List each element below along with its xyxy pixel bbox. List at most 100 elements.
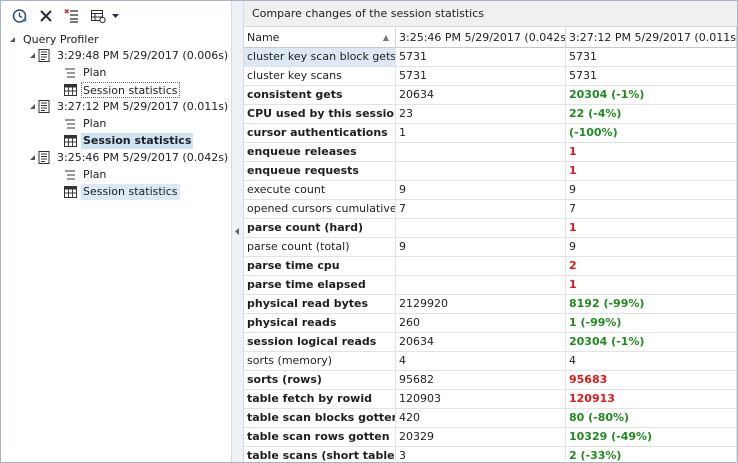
- tree-root-query-profiler[interactable]: Query Profiler: [7, 31, 101, 48]
- column-header-session-a[interactable]: 3:25:46 PM 5/29/2017 (0.042s): [396, 27, 566, 48]
- cell-stat-name[interactable]: opened cursors cumulative: [244, 200, 396, 218]
- table-row[interactable]: table scans (short tables) 3 2 (-33%): [244, 447, 737, 463]
- cell-stat-name[interactable]: enqueue requests: [244, 162, 396, 180]
- cell-session-b-value[interactable]: 2: [566, 257, 737, 275]
- table-row[interactable]: physical read bytes 2129920 8192 (-99%): [244, 295, 737, 314]
- table-row[interactable]: opened cursors cumulative 7 7: [244, 200, 737, 219]
- table-row[interactable]: enqueue requests 1: [244, 162, 737, 181]
- tree-session-1[interactable]: 3:29:48 PM 5/29/2017 (0.006s): [27, 47, 230, 64]
- cell-session-a-value[interactable]: 9: [396, 238, 566, 256]
- table-row[interactable]: parse count (hard) 1: [244, 219, 737, 238]
- cell-session-b-value[interactable]: 95683: [566, 371, 737, 389]
- table-row[interactable]: cluster key scans 5731 5731: [244, 67, 737, 86]
- cell-session-b-value[interactable]: 80 (-80%): [566, 409, 737, 427]
- table-row[interactable]: session logical reads 20634 20304 (-1%): [244, 333, 737, 352]
- cell-stat-name[interactable]: sorts (memory): [244, 352, 396, 370]
- tree-plan-1[interactable]: Plan: [63, 64, 108, 81]
- cell-session-a-value[interactable]: 20634: [396, 86, 566, 104]
- cell-session-a-value[interactable]: 120903: [396, 390, 566, 408]
- cell-session-b-value[interactable]: 20304 (-1%): [566, 333, 737, 351]
- cell-session-a-value[interactable]: 4: [396, 352, 566, 370]
- cell-session-a-value[interactable]: [396, 257, 566, 275]
- cell-stat-name[interactable]: physical reads: [244, 314, 396, 332]
- cell-stat-name[interactable]: table fetch by rowid: [244, 390, 396, 408]
- cell-session-a-value[interactable]: 20329: [396, 428, 566, 446]
- table-row[interactable]: cursor authentications 1 (-100%): [244, 124, 737, 143]
- cell-session-a-value[interactable]: 1: [396, 124, 566, 142]
- collapse-triangle-icon[interactable]: [27, 149, 37, 166]
- table-row[interactable]: CPU used by this session 23 22 (-4%): [244, 105, 737, 124]
- table-row[interactable]: execute count 9 9: [244, 181, 737, 200]
- table-row[interactable]: cluster key scan block gets 5731 5731: [244, 48, 737, 67]
- cell-session-a-value[interactable]: [396, 162, 566, 180]
- cell-stat-name[interactable]: table scan rows gotten: [244, 428, 396, 446]
- cell-session-b-value[interactable]: 22 (-4%): [566, 105, 737, 123]
- cell-session-a-value[interactable]: 420: [396, 409, 566, 427]
- table-settings-icon[interactable]: [88, 6, 108, 26]
- cell-stat-name[interactable]: parse count (total): [244, 238, 396, 256]
- cell-session-a-value[interactable]: 2129920: [396, 295, 566, 313]
- collapse-triangle-icon[interactable]: [27, 47, 37, 64]
- cell-stat-name[interactable]: session logical reads: [244, 333, 396, 351]
- cell-session-b-value[interactable]: 1: [566, 276, 737, 294]
- cell-session-b-value[interactable]: 7: [566, 200, 737, 218]
- tree-session-2[interactable]: 3:27:12 PM 5/29/2017 (0.011s): [27, 98, 230, 115]
- cell-session-a-value[interactable]: 20634: [396, 333, 566, 351]
- chevron-down-icon[interactable]: [110, 6, 120, 26]
- cell-stat-name[interactable]: physical read bytes: [244, 295, 396, 313]
- tree-session-statistics-1[interactable]: Session statistics: [63, 81, 180, 98]
- tree-session-statistics-2[interactable]: Session statistics: [63, 132, 194, 149]
- tree-plan-2[interactable]: Plan: [63, 115, 108, 132]
- cell-stat-name[interactable]: cursor authentications: [244, 124, 396, 142]
- collapse-triangle-icon[interactable]: [27, 98, 37, 115]
- cell-session-a-value[interactable]: 95682: [396, 371, 566, 389]
- close-icon[interactable]: [36, 6, 56, 26]
- cell-session-a-value[interactable]: [396, 143, 566, 161]
- cell-session-a-value[interactable]: 5731: [396, 48, 566, 66]
- refresh-clock-icon[interactable]: [10, 6, 30, 26]
- tree-session-3[interactable]: 3:25:46 PM 5/29/2017 (0.042s): [27, 149, 230, 166]
- cell-session-a-value[interactable]: 3: [396, 447, 566, 463]
- cell-session-a-value[interactable]: 5731: [396, 67, 566, 85]
- table-row[interactable]: sorts (memory) 4 4: [244, 352, 737, 371]
- table-row[interactable]: consistent gets 20634 20304 (-1%): [244, 86, 737, 105]
- cell-session-b-value[interactable]: (-100%): [566, 124, 737, 142]
- cell-stat-name[interactable]: consistent gets: [244, 86, 396, 104]
- cell-stat-name[interactable]: parse count (hard): [244, 219, 396, 237]
- table-row[interactable]: table fetch by rowid 120903 120913: [244, 390, 737, 409]
- cell-session-b-value[interactable]: 5731: [566, 67, 737, 85]
- cell-session-b-value[interactable]: 8192 (-99%): [566, 295, 737, 313]
- cell-stat-name[interactable]: parse time elapsed: [244, 276, 396, 294]
- table-row[interactable]: parse count (total) 9 9: [244, 238, 737, 257]
- cell-stat-name[interactable]: execute count: [244, 181, 396, 199]
- cell-session-b-value[interactable]: 1: [566, 219, 737, 237]
- cell-stat-name[interactable]: CPU used by this session: [244, 105, 396, 123]
- cell-session-a-value[interactable]: 260: [396, 314, 566, 332]
- pane-splitter[interactable]: [231, 1, 244, 462]
- table-row[interactable]: parse time cpu 2: [244, 257, 737, 276]
- table-row[interactable]: sorts (rows) 95682 95683: [244, 371, 737, 390]
- table-row[interactable]: enqueue releases 1: [244, 143, 737, 162]
- table-row[interactable]: table scan rows gotten 20329 10329 (-49%): [244, 428, 737, 447]
- table-row[interactable]: table scan blocks gotten 420 80 (-80%): [244, 409, 737, 428]
- cell-stat-name[interactable]: cluster key scans: [244, 67, 396, 85]
- table-row[interactable]: parse time elapsed 1: [244, 276, 737, 295]
- tree-session-statistics-3[interactable]: Session statistics: [63, 183, 180, 200]
- cell-session-a-value[interactable]: 23: [396, 105, 566, 123]
- table-row[interactable]: physical reads 260 1 (-99%): [244, 314, 737, 333]
- cell-session-b-value[interactable]: 1: [566, 162, 737, 180]
- collapse-left-arrow-icon[interactable]: [235, 228, 240, 235]
- column-header-name[interactable]: Name ▲: [244, 27, 396, 48]
- cell-session-a-value[interactable]: [396, 276, 566, 294]
- cell-session-b-value[interactable]: 10329 (-49%): [566, 428, 737, 446]
- cell-stat-name[interactable]: parse time cpu: [244, 257, 396, 275]
- cell-session-b-value[interactable]: 4: [566, 352, 737, 370]
- cell-stat-name[interactable]: cluster key scan block gets: [244, 48, 396, 66]
- cell-session-b-value[interactable]: 5731: [566, 48, 737, 66]
- collapse-triangle-icon[interactable]: [7, 31, 17, 48]
- cell-session-b-value[interactable]: 1: [566, 143, 737, 161]
- cell-stat-name[interactable]: enqueue releases: [244, 143, 396, 161]
- cell-session-a-value[interactable]: 9: [396, 181, 566, 199]
- clear-list-icon[interactable]: [62, 6, 82, 26]
- cell-session-b-value[interactable]: 20304 (-1%): [566, 86, 737, 104]
